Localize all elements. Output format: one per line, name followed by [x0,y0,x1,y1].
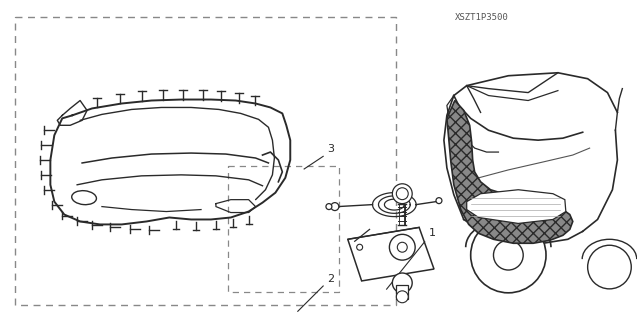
Text: XSZT1P3500: XSZT1P3500 [455,13,509,22]
Text: 1: 1 [429,228,436,238]
Circle shape [588,245,631,289]
Circle shape [389,234,415,260]
Bar [228,166,339,292]
Circle shape [326,204,332,210]
Circle shape [436,198,442,204]
Circle shape [397,242,407,252]
Circle shape [356,244,363,250]
Circle shape [392,184,412,204]
Circle shape [470,218,546,293]
Text: 2: 2 [327,274,334,284]
Circle shape [493,240,524,270]
Text: 3: 3 [327,145,334,154]
Polygon shape [348,227,434,281]
Circle shape [396,291,408,303]
Circle shape [392,273,412,293]
Circle shape [331,203,339,211]
Polygon shape [447,100,573,243]
Bar [396,285,408,299]
Polygon shape [467,190,566,223]
Bar [15,17,396,305]
Circle shape [396,188,408,200]
